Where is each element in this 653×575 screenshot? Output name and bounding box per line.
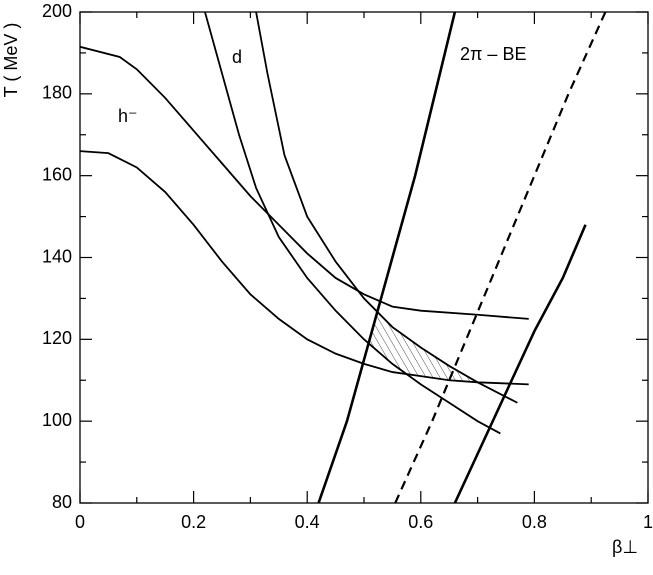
- x-tick-label: 0: [75, 512, 85, 532]
- hatched-region: [80, 12, 648, 503]
- annotation: 2π – BE: [460, 44, 526, 64]
- curve: [453, 224, 587, 503]
- y-tick-label: 120: [42, 328, 72, 348]
- y-tick-label: 80: [52, 492, 72, 512]
- x-tick-label: 1: [643, 512, 653, 532]
- y-tick-label: 100: [42, 410, 72, 430]
- curve: [255, 12, 518, 404]
- curve: [317, 12, 457, 503]
- x-tick-label: 0.4: [295, 512, 320, 532]
- y-tick-label: 160: [42, 164, 72, 184]
- x-axis-label: β⊥: [612, 537, 638, 557]
- plot-frame: [79, 11, 649, 504]
- curve: [80, 150, 529, 386]
- y-axis-label: T ( MeV ): [1, 23, 21, 98]
- x-tick-label: 0.2: [181, 512, 206, 532]
- x-tick-label: 0.6: [408, 512, 433, 532]
- curve: [80, 45, 529, 320]
- y-tick-label: 200: [42, 1, 72, 21]
- x-tick-label: 0.8: [522, 512, 547, 532]
- curves: [80, 12, 607, 503]
- annotation: d: [232, 47, 242, 67]
- y-tick-label: 140: [42, 246, 72, 266]
- curve: [204, 12, 501, 435]
- y-tick-label: 180: [42, 83, 72, 103]
- curve: [394, 12, 607, 503]
- annotation: h⁻: [118, 106, 138, 126]
